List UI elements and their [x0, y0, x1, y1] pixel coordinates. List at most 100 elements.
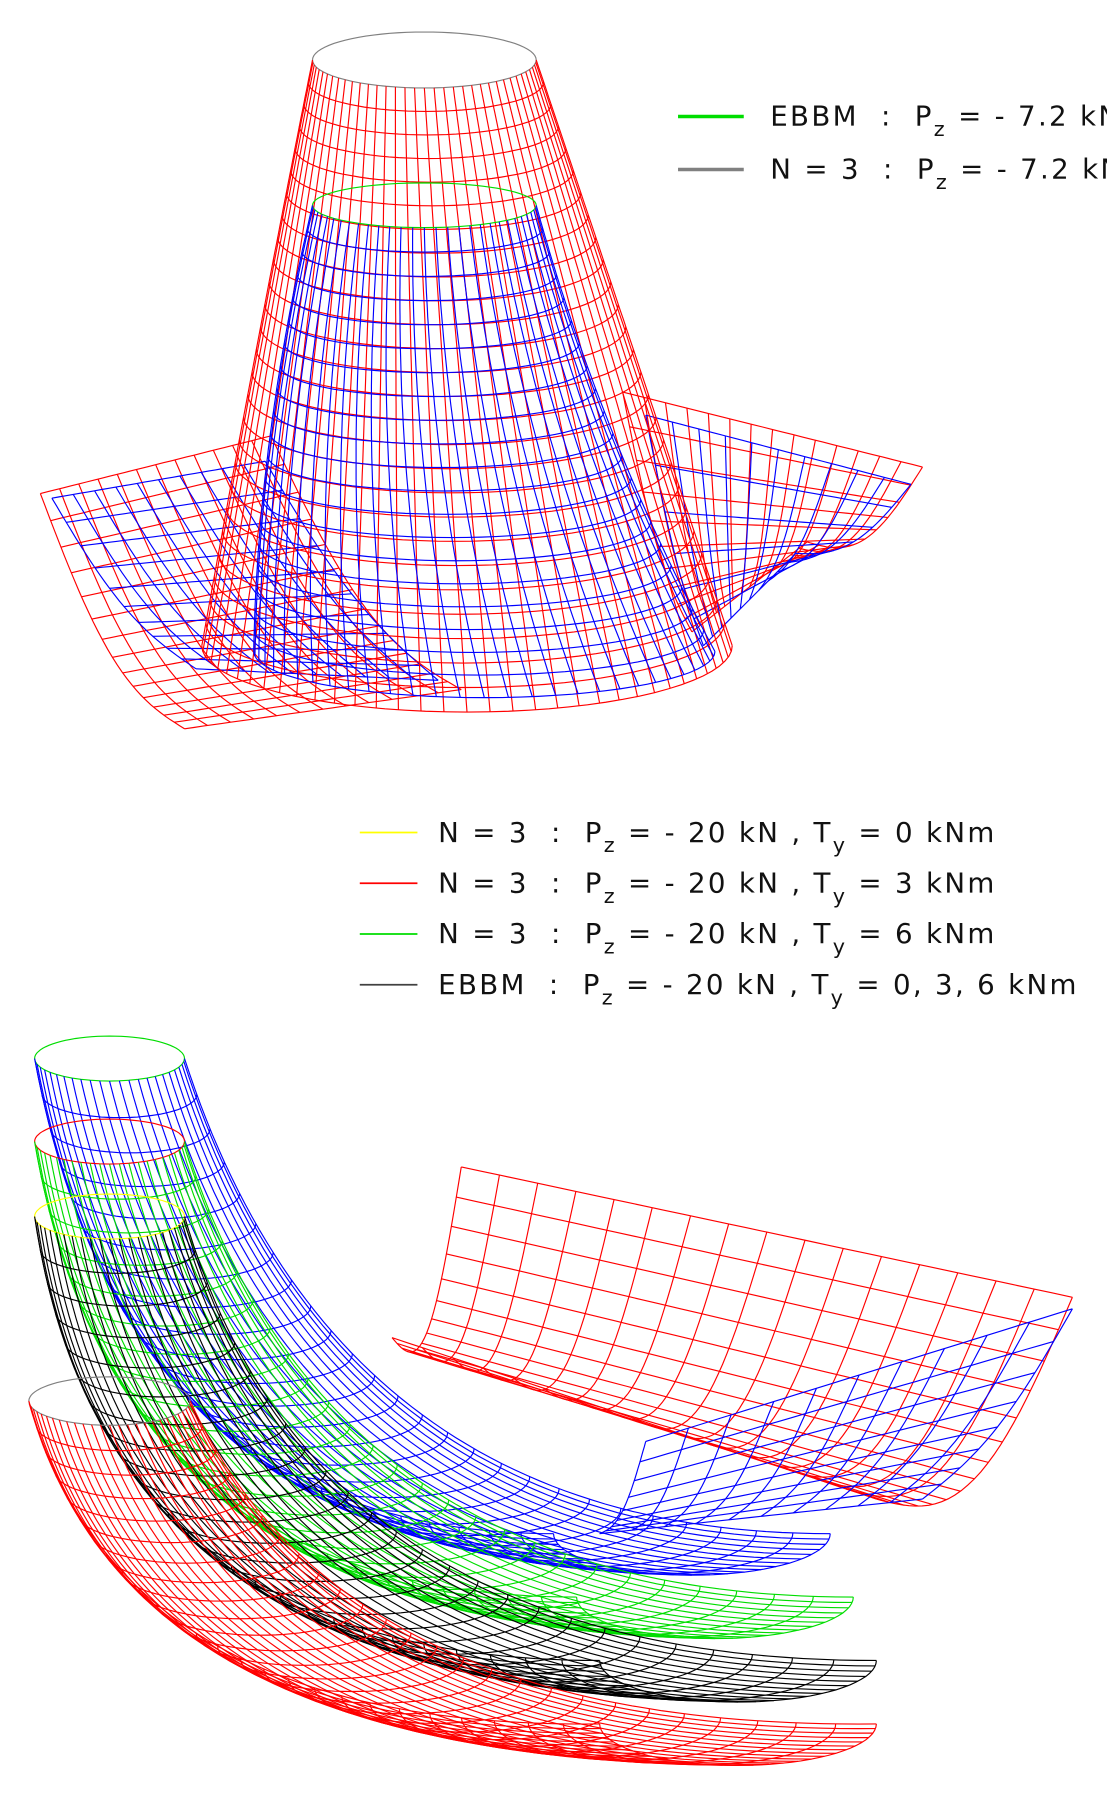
mesh-line	[664, 511, 873, 528]
mesh-line	[189, 1395, 399, 1428]
mesh-line	[634, 1372, 1036, 1482]
mesh-line	[39, 1249, 196, 1274]
mesh-line	[825, 1348, 945, 1510]
mesh-line	[35, 1425, 203, 1452]
legends: EBBM : Pz = - 7.2 kNN = 3 : Pz = - 7.2 k…	[359, 100, 1107, 1009]
mesh-line	[252, 1515, 477, 1550]
mesh-line	[75, 1370, 251, 1398]
mesh-line	[423, 1644, 677, 1683]
legend-text: = - 7.2 kN	[947, 100, 1107, 133]
mesh-line	[201, 645, 733, 713]
mesh-line	[167, 1512, 373, 1544]
mesh-line	[49, 1230, 629, 1687]
mesh-line	[311, 182, 537, 206]
mesh-line	[217, 1645, 438, 1680]
legend-label: N = 3 : Pz = - 20 kN , Ty = 3 kNm	[438, 867, 996, 908]
mesh-line	[80, 1223, 257, 1251]
mesh-line	[283, 343, 580, 374]
mesh-line	[239, 1657, 465, 1693]
mesh-line	[276, 388, 597, 421]
mesh-line	[645, 1308, 1073, 1442]
mesh-line	[279, 1594, 509, 1630]
mesh-line	[599, 1723, 877, 1766]
mesh-line	[54, 1472, 231, 1500]
mesh-line	[44, 1152, 596, 1619]
mesh-line	[118, 1378, 309, 1408]
mesh-line	[34, 1118, 186, 1142]
mesh-line	[209, 599, 718, 664]
mesh-line	[242, 417, 657, 470]
mesh-line	[205, 64, 315, 658]
mesh-line	[95, 545, 318, 569]
mesh-line	[493, 1720, 759, 1761]
mesh-line	[341, 1695, 584, 1733]
mesh-line	[269, 433, 614, 469]
mesh-line	[253, 630, 705, 676]
mesh-line	[173, 1069, 812, 1555]
mesh-line	[138, 1588, 341, 1620]
mesh-line	[702, 553, 797, 647]
mesh-line	[411, 1351, 933, 1506]
mesh-line	[105, 1553, 300, 1584]
mesh-line	[294, 148, 567, 183]
mesh-line	[44, 1449, 217, 1476]
mesh-line	[401, 1347, 905, 1506]
mesh-line	[138, 614, 370, 624]
legend-text: EBBM : P	[438, 968, 602, 1001]
mesh-line	[109, 570, 335, 589]
mesh-line	[369, 1702, 617, 1741]
mesh-line	[221, 530, 695, 591]
mesh-line	[429, 1713, 685, 1753]
legend-text: = - 20 kN , T	[617, 867, 833, 900]
mesh-line	[151, 1424, 351, 1455]
mesh-line	[298, 126, 560, 160]
legend-text: = - 7.2 kN	[949, 153, 1107, 186]
mesh-line	[184, 688, 462, 730]
mesh-line	[143, 652, 408, 699]
mesh-line	[134, 1402, 330, 1432]
mesh-line	[80, 518, 300, 547]
mesh-line	[354, 1564, 598, 1601]
mesh-line	[876, 1297, 1073, 1507]
mesh-line	[664, 544, 854, 570]
mesh-line	[694, 1248, 844, 1449]
mesh-line	[46, 1282, 208, 1307]
mesh-line	[724, 1256, 882, 1459]
mesh-line	[174, 681, 448, 723]
mesh-line	[156, 1604, 364, 1636]
mesh-line	[121, 1571, 320, 1602]
legend-subscript: y	[831, 985, 846, 1009]
mesh-line	[506, 1594, 776, 1635]
mesh-line	[285, 192, 582, 231]
mesh-line	[307, 81, 545, 112]
mesh-line	[262, 499, 642, 539]
mesh-line	[552, 1533, 831, 1576]
mesh-line	[175, 1619, 387, 1652]
mesh-line	[696, 1401, 775, 1524]
mesh-line	[59, 1161, 225, 1188]
legend-label: N = 3 : Pz = - 7.2 kN	[770, 153, 1107, 194]
mesh-line	[622, 391, 923, 468]
mesh-line	[41, 1094, 198, 1119]
mesh-line	[49, 1128, 211, 1154]
legend-text: N = 3 : P	[438, 816, 604, 849]
mesh-line	[90, 1327, 271, 1356]
mesh-line	[118, 1080, 710, 1576]
mesh-line	[456, 1196, 1059, 1331]
mesh-line	[67, 1270, 238, 1297]
mesh-line	[255, 586, 683, 631]
mesh-line	[57, 1240, 223, 1266]
legend-label: N = 3 : Pz = - 20 kN , Ty = 6 kNm	[438, 917, 996, 958]
mesh-line	[153, 663, 421, 708]
mesh-line	[108, 1080, 692, 1576]
mesh-line	[146, 1160, 785, 1634]
mesh-line	[205, 622, 726, 689]
mesh-line	[729, 418, 734, 600]
mesh-line	[333, 1618, 572, 1655]
mesh-line	[279, 365, 588, 398]
legend-subscript: z	[602, 985, 615, 1009]
mesh-line	[361, 1628, 606, 1666]
mesh-line	[446, 1253, 1031, 1392]
legend-subscript: z	[604, 833, 617, 857]
mesh-line	[87, 1397, 268, 1426]
